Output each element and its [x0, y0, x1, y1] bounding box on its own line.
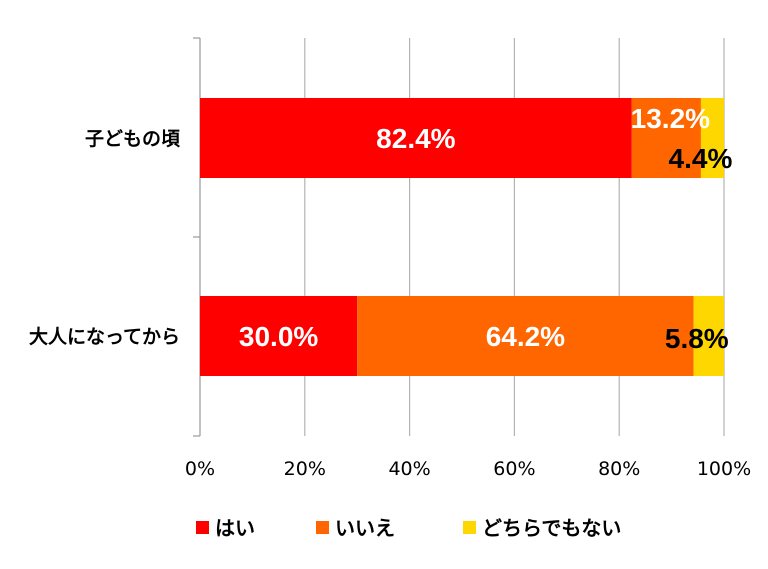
bar-segment — [631, 98, 701, 178]
legend-label: いいえ — [335, 516, 395, 540]
x-tick-label: 0% — [185, 458, 215, 480]
data-label: 13.2% — [631, 103, 710, 134]
bar-segment — [357, 296, 694, 376]
data-labels: 82.4% 13.2% 4.4% 30.0% 64.2% 5.8% — [239, 103, 733, 354]
x-tick-label: 40% — [388, 458, 430, 480]
data-label: 5.8% — [665, 323, 729, 354]
legend-swatch — [316, 521, 329, 534]
x-tick-labels: 0% 20% 40% 60% 80% 100% — [185, 458, 751, 480]
bar-segment — [200, 98, 632, 178]
legend-label: はい — [215, 516, 255, 540]
category-label: 大人になってから — [29, 325, 180, 348]
bars — [200, 98, 724, 376]
legend-swatch — [463, 521, 476, 534]
legend: はい いいえ どちらでもない — [196, 516, 621, 540]
bar-segment — [700, 98, 724, 178]
data-label: 82.4% — [376, 123, 455, 154]
x-tick-label: 100% — [697, 458, 751, 480]
data-label: 4.4% — [669, 143, 733, 174]
bar-segment — [200, 296, 358, 376]
x-tick-label: 20% — [284, 458, 326, 480]
x-tick-label: 60% — [493, 458, 535, 480]
data-label: 30.0% — [239, 321, 318, 352]
legend-swatch — [196, 521, 209, 534]
category-label: 子どもの頃 — [85, 128, 181, 150]
bar-segment — [693, 296, 724, 376]
gridlines — [193, 37, 725, 437]
legend-label: どちらでもない — [482, 516, 621, 540]
x-tick-label: 80% — [598, 458, 640, 480]
data-label: 64.2% — [486, 321, 565, 352]
